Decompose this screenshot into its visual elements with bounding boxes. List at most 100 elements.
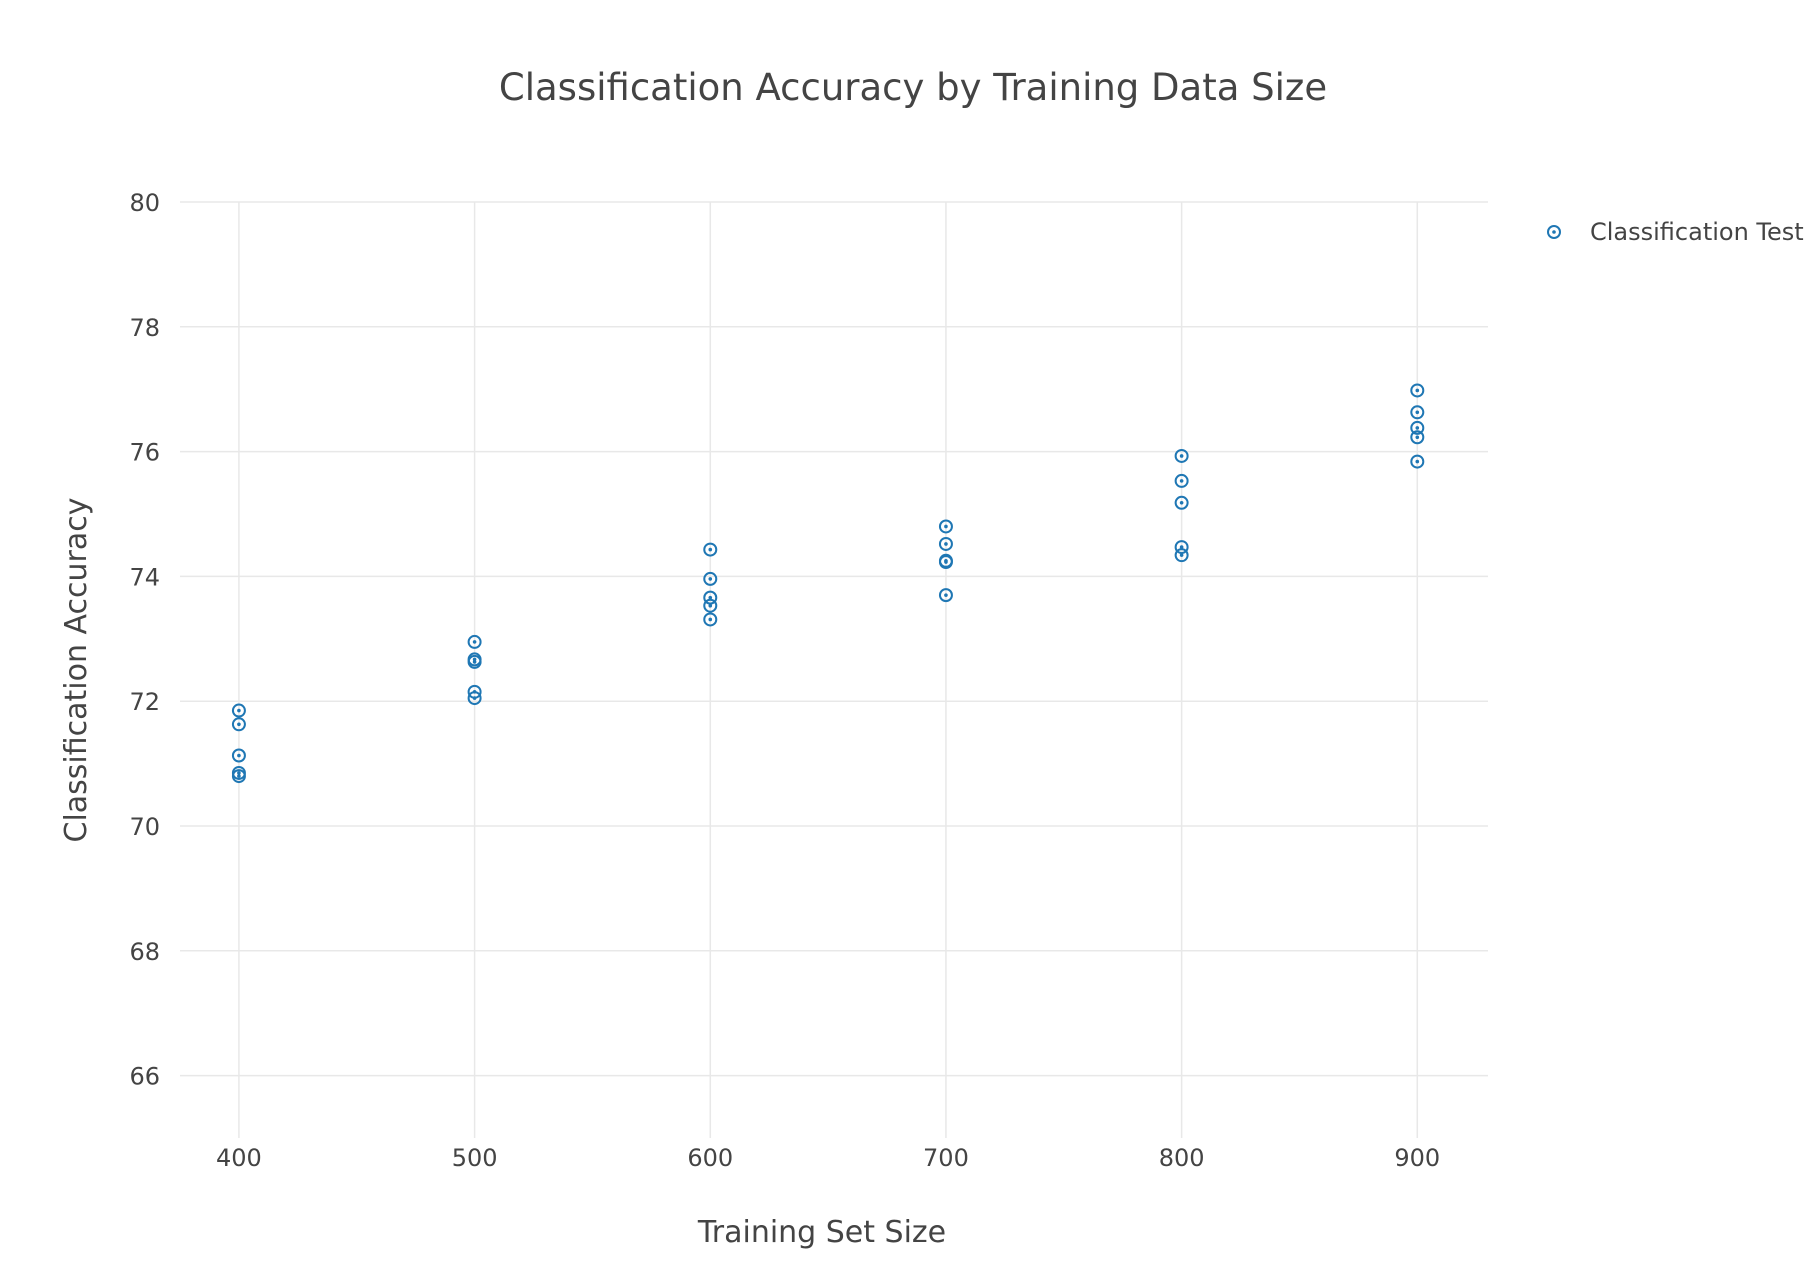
data-point-ring bbox=[703, 598, 718, 613]
legend-point-dot bbox=[1552, 230, 1556, 234]
data-point-ring bbox=[1174, 473, 1189, 488]
data-point bbox=[467, 691, 482, 706]
x-tick-label: 800 bbox=[1159, 1144, 1205, 1172]
data-point-dot bbox=[1415, 435, 1420, 440]
data-point-dot bbox=[1415, 459, 1420, 464]
data-point-ring bbox=[938, 519, 953, 534]
y-tick-label: 66 bbox=[129, 1063, 160, 1091]
data-point-dot bbox=[708, 595, 713, 600]
data-point bbox=[1410, 420, 1425, 435]
data-point-ring bbox=[938, 555, 953, 570]
data-point-dot bbox=[708, 577, 713, 581]
legend-point bbox=[1547, 225, 1561, 239]
data-point-ring bbox=[938, 588, 953, 603]
data-point-dot bbox=[1415, 388, 1420, 393]
data-point bbox=[703, 598, 718, 613]
data-point-dot bbox=[472, 696, 477, 700]
x-tick-label: 600 bbox=[687, 1144, 733, 1172]
y-tick-label: 68 bbox=[129, 938, 160, 966]
data-point bbox=[1410, 383, 1425, 398]
data-point bbox=[938, 588, 953, 603]
data-point-dot bbox=[237, 771, 241, 775]
data-point bbox=[938, 536, 953, 551]
data-point bbox=[703, 571, 718, 586]
data-point bbox=[938, 555, 953, 570]
data-point bbox=[703, 542, 718, 557]
data-point bbox=[231, 717, 246, 732]
data-point-ring bbox=[1174, 448, 1189, 463]
data-point-dot bbox=[944, 542, 948, 546]
legend-point-ring bbox=[1547, 225, 1561, 239]
data-point-dot bbox=[944, 593, 948, 597]
data-point bbox=[703, 590, 718, 605]
data-point-dot bbox=[1179, 545, 1184, 549]
data-point-dot bbox=[1179, 479, 1184, 483]
data-point-dot bbox=[237, 774, 241, 778]
y-tick-label: 78 bbox=[129, 314, 160, 342]
data-point-ring bbox=[1410, 405, 1425, 420]
data-point-ring bbox=[467, 691, 482, 706]
x-tick-label: 900 bbox=[1394, 1144, 1440, 1172]
x-axis-title: Training Set Size bbox=[697, 1215, 946, 1250]
data-point bbox=[1174, 540, 1189, 555]
data-point-ring bbox=[938, 536, 953, 551]
data-point-dot bbox=[237, 753, 241, 758]
grid-lines bbox=[180, 201, 1488, 1138]
data-point-ring bbox=[1174, 548, 1189, 563]
data-point-dot bbox=[708, 547, 713, 552]
data-point-ring bbox=[231, 703, 246, 718]
y-axis-title: Classification Accuracy bbox=[59, 498, 94, 843]
data-point-ring bbox=[703, 571, 718, 586]
x-axis-ticks: 400 500 600 700 800 900 bbox=[216, 1144, 1440, 1172]
y-axis-ticks: 66 68 70 72 74 76 78 80 bbox=[129, 189, 160, 1091]
data-point-ring bbox=[1410, 383, 1425, 398]
data-point-ring bbox=[703, 612, 718, 627]
data-point bbox=[1174, 495, 1189, 510]
data-point-dot bbox=[1179, 454, 1184, 458]
data-point bbox=[1174, 473, 1189, 488]
data-point-ring bbox=[231, 717, 246, 732]
data-point-ring bbox=[467, 634, 482, 649]
data-point-dot bbox=[944, 524, 948, 529]
data-point-ring bbox=[1410, 420, 1425, 435]
data-points bbox=[231, 383, 1425, 784]
data-point bbox=[938, 519, 953, 534]
data-point-dot bbox=[237, 708, 241, 713]
data-point bbox=[1410, 454, 1425, 469]
data-point-ring bbox=[703, 590, 718, 605]
data-point-dot bbox=[472, 660, 477, 664]
data-point-ring bbox=[1410, 430, 1425, 445]
data-point-dot bbox=[1179, 500, 1184, 505]
data-point bbox=[231, 748, 246, 763]
legend[interactable]: Classification Test bbox=[1547, 218, 1804, 246]
y-tick-label: 76 bbox=[129, 439, 160, 467]
data-point-dot bbox=[944, 560, 948, 564]
y-tick-label: 80 bbox=[129, 189, 160, 217]
data-point-dot bbox=[472, 640, 477, 644]
data-point bbox=[1174, 448, 1189, 463]
data-point-dot bbox=[708, 617, 713, 622]
data-point-dot bbox=[472, 657, 477, 662]
legend-item-label: Classification Test bbox=[1590, 218, 1804, 246]
y-tick-label: 70 bbox=[129, 813, 160, 841]
y-tick-label: 72 bbox=[129, 688, 160, 716]
data-point-dot bbox=[1179, 553, 1184, 557]
chart-title: Classification Accuracy by Training Data… bbox=[499, 66, 1327, 109]
x-tick-label: 400 bbox=[216, 1144, 262, 1172]
x-tick-label: 700 bbox=[923, 1144, 969, 1172]
data-point bbox=[1174, 548, 1189, 563]
y-tick-label: 74 bbox=[129, 563, 160, 591]
data-point bbox=[231, 769, 246, 784]
data-point-ring bbox=[1174, 495, 1189, 510]
data-point bbox=[231, 703, 246, 718]
data-point-ring bbox=[467, 654, 482, 669]
data-point-ring bbox=[1410, 454, 1425, 469]
data-point-dot bbox=[708, 603, 713, 608]
data-point-ring bbox=[1174, 540, 1189, 555]
data-point-dot bbox=[237, 722, 241, 727]
data-point bbox=[1410, 405, 1425, 420]
x-tick-label: 500 bbox=[452, 1144, 498, 1172]
data-point bbox=[467, 654, 482, 669]
